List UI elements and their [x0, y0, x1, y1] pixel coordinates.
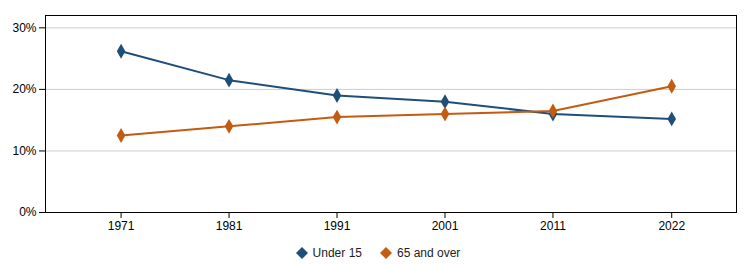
svg-text:1971: 1971: [108, 219, 135, 233]
svg-text:20%: 20%: [12, 82, 36, 96]
svg-text:0%: 0%: [19, 205, 37, 219]
svg-text:1991: 1991: [324, 219, 351, 233]
svg-text:2011: 2011: [540, 219, 566, 233]
svg-text:2001: 2001: [432, 219, 459, 233]
svg-text:10%: 10%: [12, 144, 36, 158]
html-text:65 and over: 65 and over: [397, 246, 461, 260]
svg-text:1981: 1981: [216, 219, 243, 233]
html-text:Under 15: Under 15: [312, 246, 362, 260]
svg-text:2022: 2022: [658, 219, 685, 233]
svg-text:30%: 30%: [12, 21, 36, 35]
